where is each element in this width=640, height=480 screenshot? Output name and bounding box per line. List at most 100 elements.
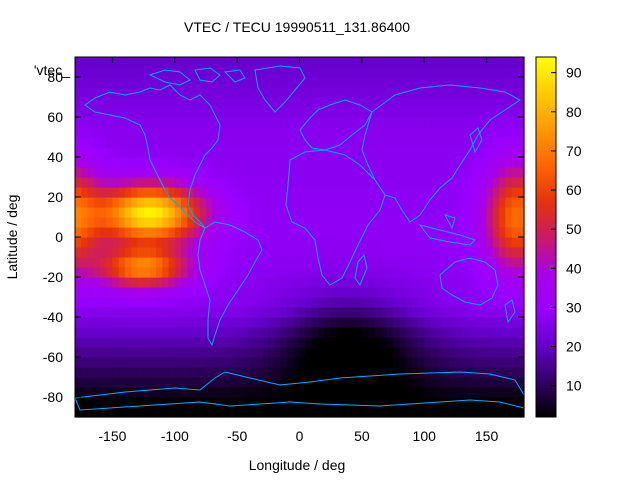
heat-cell [442, 297, 450, 308]
heat-cell [474, 127, 481, 138]
heat-cell [124, 157, 132, 168]
heat-cell [280, 77, 288, 88]
heat-cell [380, 227, 388, 238]
heat-cell [268, 177, 276, 188]
heat-cell [156, 377, 163, 388]
heat-cell [436, 77, 444, 88]
heat-cell [336, 87, 344, 98]
heat-cell [461, 337, 469, 348]
heat-cell [374, 367, 382, 378]
heat-cell [461, 67, 469, 78]
heat-cell [87, 317, 95, 328]
heat-cell [230, 297, 238, 308]
heat-cell [499, 347, 506, 358]
heat-cell [193, 277, 201, 288]
heat-cell [287, 187, 294, 198]
heat-cell [417, 187, 425, 198]
heat-cell [368, 187, 375, 198]
heat-cell [106, 387, 114, 398]
heat-cell [87, 197, 95, 208]
heat-cell [237, 97, 244, 108]
heat-cell [243, 237, 251, 248]
heat-cell [368, 257, 375, 268]
heat-cell [455, 77, 463, 88]
heat-cell [243, 227, 251, 238]
heat-cell [174, 187, 182, 198]
heat-cell [224, 377, 232, 388]
heat-cell [336, 277, 344, 288]
heat-cell [499, 297, 506, 308]
heat-cell [399, 127, 407, 138]
heat-cell [118, 77, 126, 88]
heat-cell [99, 327, 107, 338]
heat-cell [311, 307, 319, 318]
heat-cell [274, 197, 282, 208]
heat-cell [199, 297, 207, 308]
heat-cell [374, 287, 382, 298]
heat-cell [131, 77, 138, 88]
heat-cell [374, 407, 382, 418]
heat-cell [218, 367, 226, 378]
heat-cell [243, 127, 251, 138]
heat-cell [243, 387, 251, 398]
heat-cell [124, 177, 132, 188]
heat-cell [361, 347, 369, 358]
heat-cell [449, 57, 457, 68]
heat-cell [187, 127, 195, 138]
heat-cell [430, 357, 438, 368]
heat-cell [442, 77, 450, 88]
heat-cell [287, 337, 294, 348]
heat-cell [149, 137, 157, 148]
heat-cell [505, 227, 513, 238]
heat-cell [212, 107, 220, 118]
heat-cell [411, 317, 419, 328]
heat-cell [511, 77, 519, 88]
heat-cell [193, 77, 201, 88]
heat-cell [293, 297, 301, 308]
heat-cell [181, 67, 188, 78]
y-tick-label: -20 [43, 269, 63, 285]
heat-cell [199, 277, 207, 288]
heat-cell [81, 277, 89, 288]
heat-cell [480, 287, 488, 298]
heat-cell [305, 277, 313, 288]
heat-cell [187, 257, 195, 268]
heat-cell [411, 67, 419, 78]
heat-cell [336, 187, 344, 198]
heat-cell [106, 137, 114, 148]
heat-cell [318, 67, 326, 78]
heat-cell [405, 257, 413, 268]
heat-cell [124, 367, 132, 378]
heat-cell [318, 307, 326, 318]
heat-cell [424, 177, 432, 188]
heat-cell [162, 287, 170, 298]
heat-cell [299, 107, 307, 118]
heat-cell [499, 157, 506, 168]
heat-cell [455, 397, 463, 408]
heat-cell [274, 127, 282, 138]
heat-cell [299, 97, 307, 108]
heat-cell [299, 127, 307, 138]
heat-cell [311, 267, 319, 278]
heat-cell [499, 207, 506, 218]
heat-cell [386, 347, 394, 358]
heat-cell [162, 367, 170, 378]
y-tick-label: 60 [47, 109, 63, 125]
heat-cell [218, 377, 226, 388]
heat-cell [181, 317, 188, 328]
heat-cell [311, 177, 319, 188]
heat-cell [218, 337, 226, 348]
heat-cell [131, 377, 138, 388]
heat-cell [343, 337, 350, 348]
heat-cell [156, 237, 163, 248]
heat-cell [318, 287, 326, 298]
heat-cell [499, 387, 506, 398]
heat-cell [118, 207, 126, 218]
heat-cell [467, 187, 475, 198]
heat-cell [162, 57, 170, 68]
heat-cell [355, 127, 363, 138]
heat-cell [311, 407, 319, 418]
heat-cell [287, 367, 294, 378]
heat-cell [168, 207, 176, 218]
heat-cell [393, 287, 400, 298]
